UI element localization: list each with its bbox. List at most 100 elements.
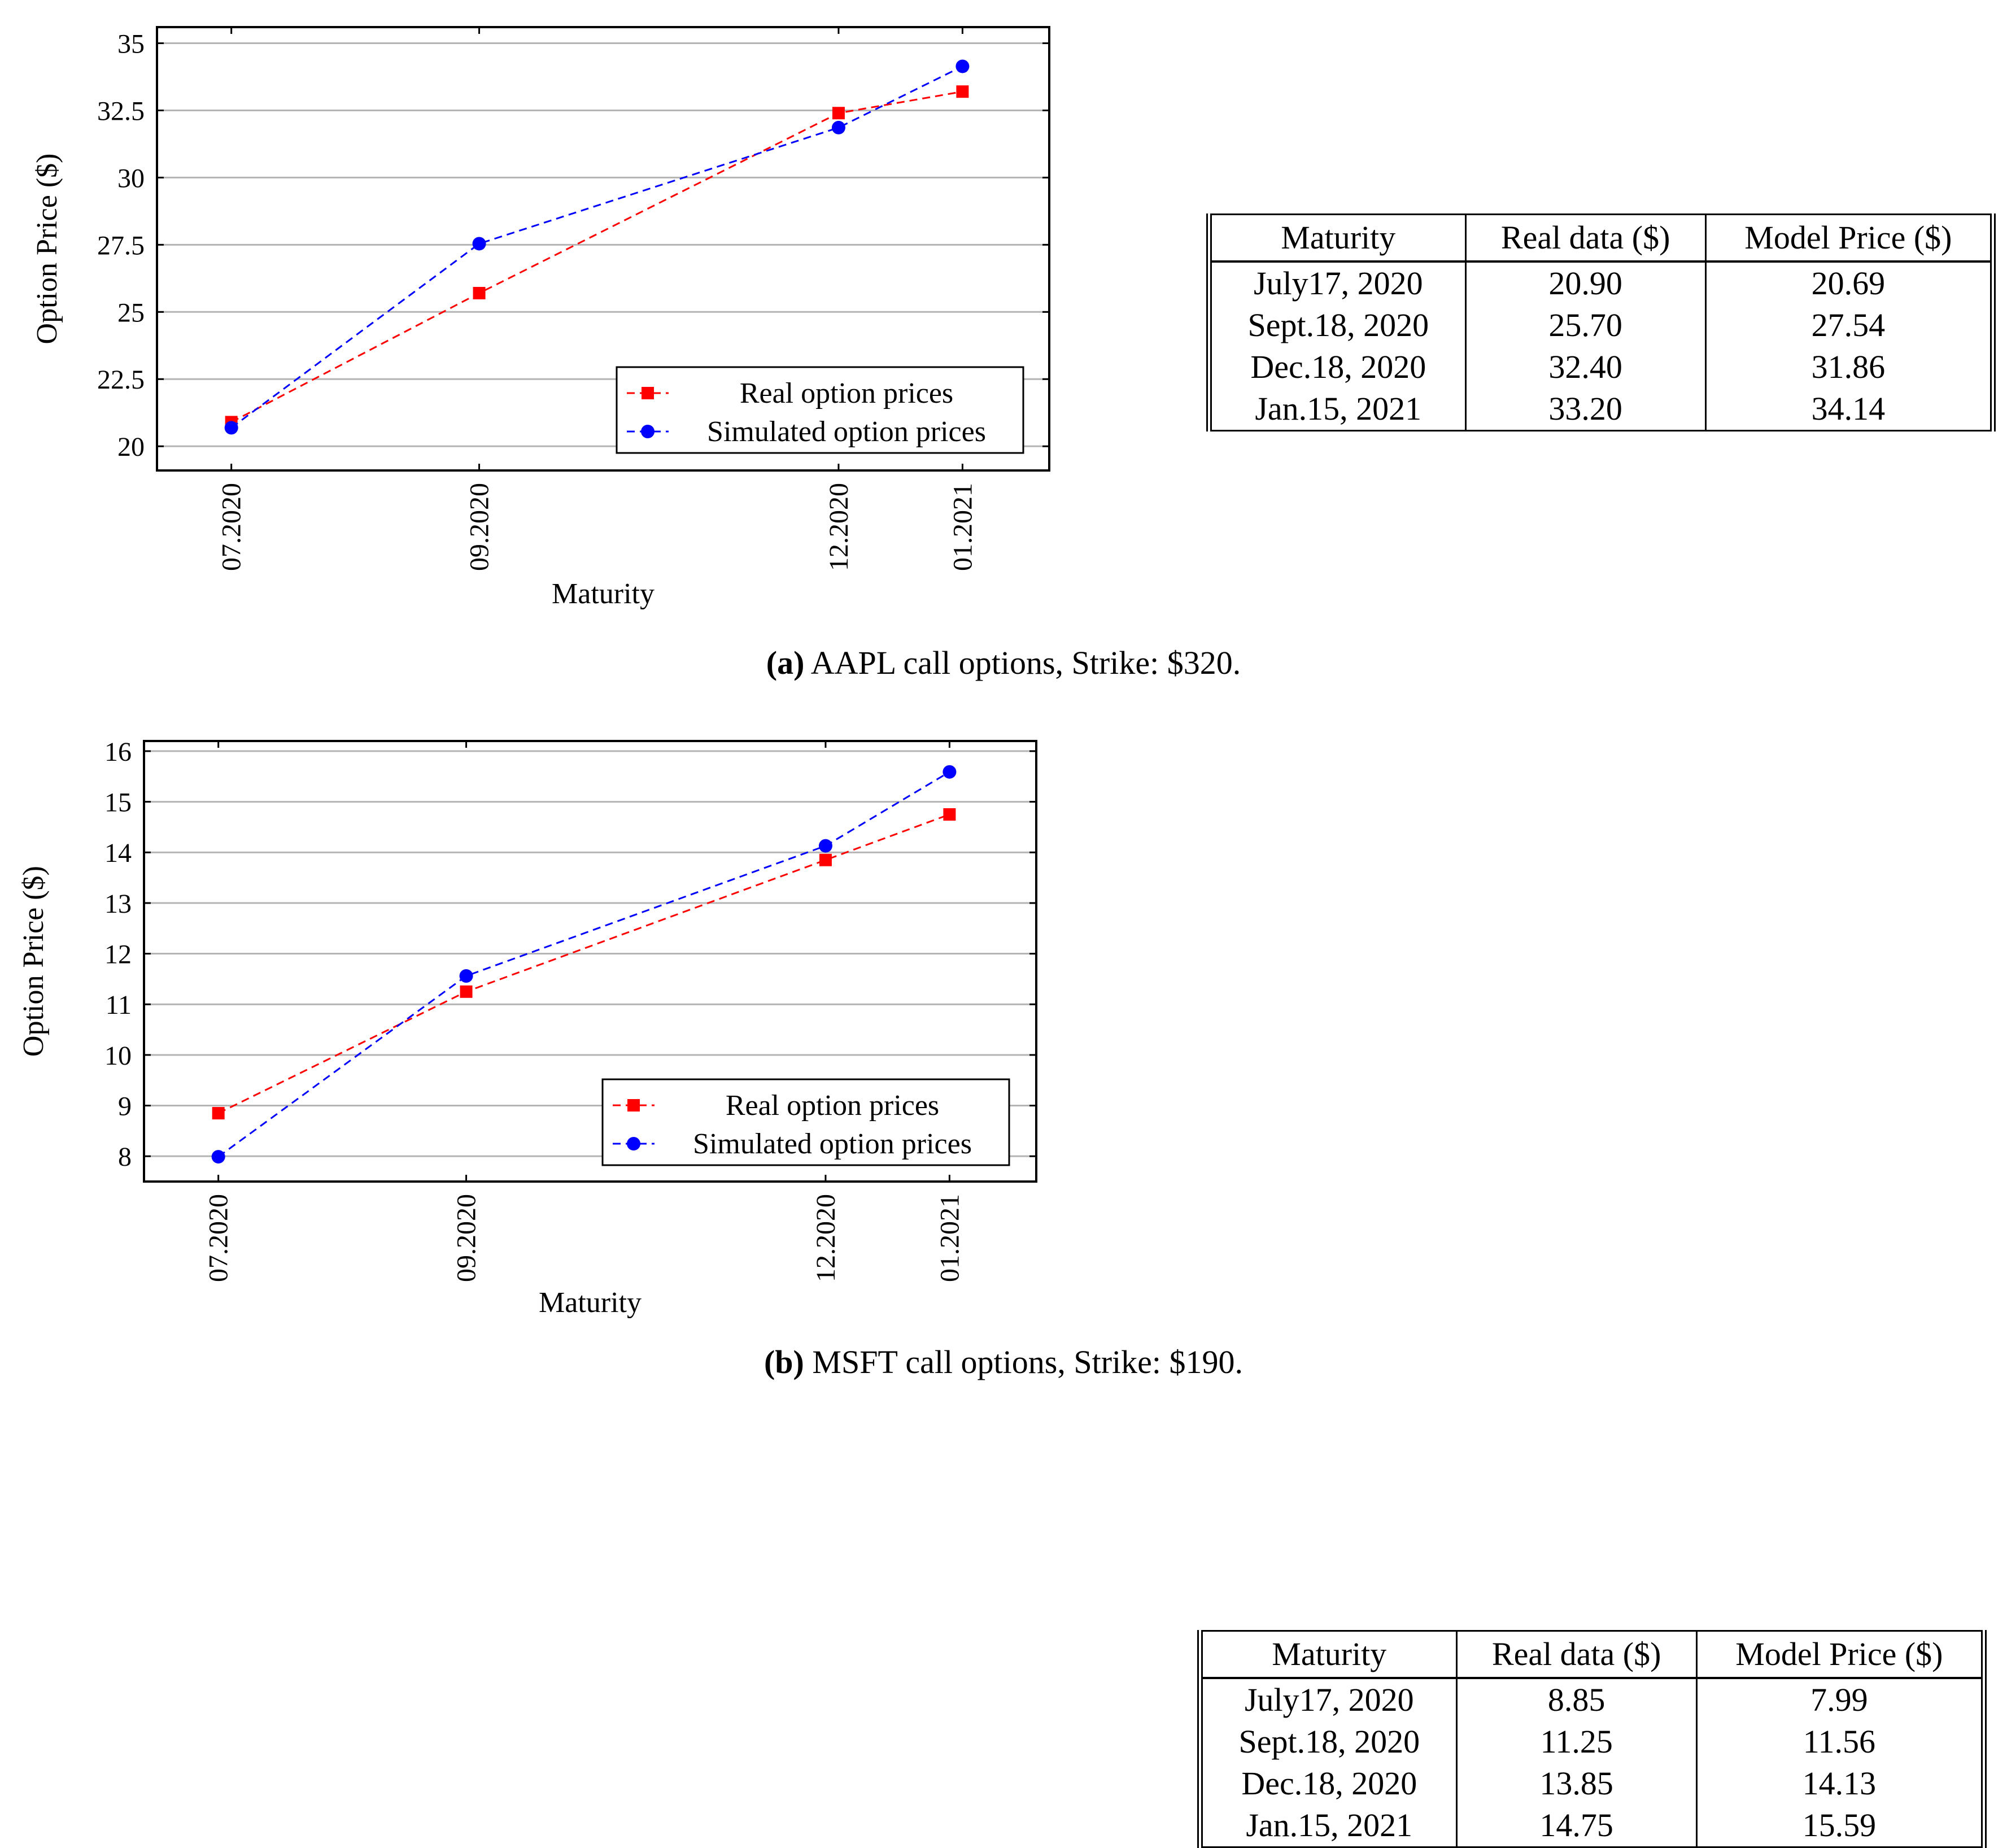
- table-cell: 20.69: [1704, 261, 1993, 304]
- y-tick-label: 16: [104, 737, 132, 767]
- table-cell: Sept.18, 2020: [1247, 307, 1429, 343]
- y-tick-label: 27.5: [97, 230, 145, 260]
- table-cell: 20.90: [1464, 261, 1706, 304]
- table-cell: 15.59: [1695, 1805, 1984, 1847]
- y-tick-label: 9: [118, 1092, 132, 1122]
- x-tick-label: 01.2021: [948, 483, 978, 571]
- y-axis-label: Option Price ($): [18, 866, 50, 1057]
- legend-label: Simulated option prices: [707, 416, 986, 448]
- table-cell: 27.54: [1704, 304, 1993, 346]
- table-row: July17, 2020 8.85 7.99: [1200, 1678, 1984, 1721]
- table-header-model: Model Price ($): [1695, 1631, 1984, 1679]
- table-cell: Jan.15, 2021: [1255, 390, 1422, 427]
- y-tick-label: 20: [117, 432, 145, 462]
- y-tick-label: 8: [118, 1142, 132, 1172]
- y-tick-label: 11: [106, 990, 132, 1020]
- table-cell: Jan.15, 2021: [1246, 1807, 1413, 1843]
- table-msft: Maturity Real data ($) Model Price ($) J…: [1197, 1630, 1987, 1848]
- data-point-square: [473, 287, 486, 299]
- table-header-model: Model Price ($): [1704, 214, 1993, 263]
- table-aapl: Maturity Real data ($) Model Price ($) J…: [1206, 213, 1996, 432]
- data-point-square: [943, 808, 956, 821]
- table-row: July17, 2020 20.90 20.69: [1209, 261, 1993, 304]
- caption-text: AAPL call options, Strike: $320.: [810, 644, 1241, 681]
- data-point-square: [460, 985, 473, 998]
- table-cell: Dec.18, 2020: [1250, 348, 1426, 385]
- legend-label: Real option prices: [726, 1089, 939, 1122]
- table-cell: July17, 2020: [1244, 1681, 1414, 1718]
- table-cell: 8.85: [1455, 1678, 1697, 1721]
- table-cell: 34.14: [1704, 388, 1993, 431]
- y-tick-label: 15: [104, 788, 132, 818]
- data-point-circle: [818, 839, 832, 853]
- table-row: Jan.15, 2021 33.20 34.14: [1209, 388, 1993, 431]
- figure-panel-a: 20 22.5 25 27.5 30 32.5 35 07.2020 09.2020 12.202…: [0, 0, 2007, 700]
- data-point-square: [832, 107, 845, 120]
- table-cell: 14.75: [1455, 1805, 1697, 1847]
- legend-marker-circle: [627, 1137, 640, 1150]
- legend-label: Real option prices: [740, 377, 953, 409]
- table-cell: Sept.18, 2020: [1238, 1723, 1420, 1760]
- x-tick-label: 12.2020: [824, 483, 854, 571]
- table-row: Dec.18, 2020 32.40 31.86: [1209, 346, 1993, 388]
- table-cell: 33.20: [1464, 388, 1706, 431]
- data-point-circle: [943, 765, 957, 779]
- table-cell: 14.13: [1695, 1763, 1984, 1805]
- y-tick-label: 25: [117, 298, 145, 328]
- table-row: Dec.18, 2020 13.85 14.13: [1200, 1763, 1984, 1805]
- caption-text: MSFT call options, Strike: $190.: [812, 1344, 1244, 1380]
- table-cell: 7.99: [1695, 1678, 1984, 1721]
- caption-a: (a) AAPL call options, Strike: $320.: [0, 644, 2007, 682]
- table-cell: July17, 2020: [1253, 265, 1423, 302]
- caption-b: (b) MSFT call options, Strike: $190.: [0, 1343, 2007, 1381]
- data-point-square: [956, 85, 969, 98]
- x-axis-label: Maturity: [539, 1287, 642, 1319]
- table-cell: 11.25: [1455, 1721, 1697, 1763]
- data-point-circle: [831, 120, 845, 134]
- series-line: [217, 771, 950, 1158]
- table-cell: 11.56: [1695, 1721, 1984, 1763]
- x-tick-label: 09.2020: [465, 483, 495, 571]
- x-tick-label: 12.2020: [811, 1194, 841, 1282]
- table-row: Jan.15, 2021 14.75 15.59: [1200, 1805, 1984, 1847]
- x-tick-label: 09.2020: [452, 1194, 482, 1282]
- x-axis-label: Maturity: [552, 578, 655, 610]
- table-header-row: Maturity Real data ($) Model Price ($): [1209, 214, 1993, 263]
- series-line: [218, 813, 950, 1114]
- legend-marker-circle: [641, 425, 655, 438]
- y-tick-label: 14: [104, 838, 132, 868]
- data-point-circle: [459, 969, 473, 983]
- legend-box: [601, 1078, 1010, 1166]
- chart-aapl: 20 22.5 25 27.5 30 32.5 35 07.2020 09.2020 12.202…: [31, 26, 1050, 610]
- table-header-maturity: Maturity: [1209, 214, 1466, 263]
- y-tick-label: 12: [104, 940, 132, 970]
- legend-box: [616, 366, 1024, 454]
- table-row: Sept.18, 2020 25.70 27.54: [1209, 304, 1993, 346]
- caption-label: (a): [766, 644, 805, 681]
- data-point-square: [819, 853, 832, 866]
- table-cell: 25.70: [1464, 304, 1706, 346]
- x-tick-label: 07.2020: [217, 483, 247, 571]
- x-tick-label: 07.2020: [204, 1194, 234, 1282]
- legend-marker-square: [627, 1099, 640, 1112]
- chart-msft: 8 9 10 11 12 13 14 15 16 07.2020 09.2020 12.2020 01.…: [18, 737, 1037, 1319]
- y-tick-label: 32.5: [97, 96, 145, 126]
- y-tick-label: 22.5: [97, 365, 145, 395]
- table-cell: 31.86: [1704, 346, 1993, 388]
- data-point-circle: [224, 421, 238, 435]
- table-header-real: Real data ($): [1464, 214, 1706, 263]
- plot-frame: [143, 740, 1037, 1183]
- data-point-circle: [211, 1150, 225, 1164]
- y-tick-label: 30: [117, 163, 145, 193]
- series-line: [230, 90, 963, 423]
- table-header-maturity: Maturity: [1200, 1631, 1457, 1679]
- y-axis-label: Option Price ($): [31, 154, 63, 345]
- caption-label: (b): [763, 1344, 804, 1380]
- y-tick-label: 13: [104, 889, 132, 919]
- table-cell: 32.40: [1464, 346, 1706, 388]
- data-point-square: [212, 1106, 225, 1119]
- table-cell: 13.85: [1455, 1763, 1697, 1805]
- y-tick-label: 10: [104, 1041, 132, 1071]
- legend-label: Simulated option prices: [693, 1128, 972, 1160]
- data-point-circle: [955, 59, 970, 73]
